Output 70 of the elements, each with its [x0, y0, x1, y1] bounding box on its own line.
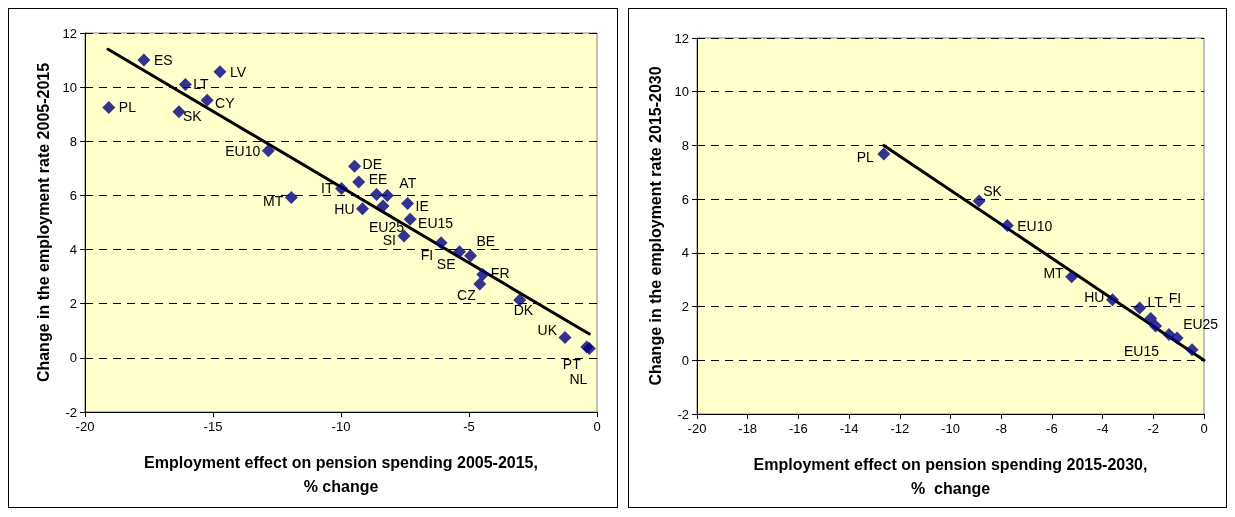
x-tick-label: -20 [75, 419, 95, 434]
y-tick-label: 12 [62, 25, 77, 41]
annotation: SK [983, 183, 1003, 200]
y-tick-label: 4 [69, 242, 77, 258]
annotation: MT [263, 192, 284, 209]
annotation: FI [1168, 290, 1182, 307]
x-tick-label: -4 [1096, 421, 1109, 436]
y-tick-label: -2 [65, 404, 77, 420]
x-tick-label: -10 [941, 421, 960, 436]
x-tick-label: -16 [789, 421, 808, 436]
x-axis-title: Employment effect on pension spending 2005-2015, % change [144, 453, 538, 495]
annotation: FI [420, 246, 434, 263]
annotation: EU25 [368, 218, 405, 235]
x-axis-title: Employment effect on pension spending 2015-2030, % change [753, 455, 1148, 497]
x-tick-label: 0 [593, 419, 601, 434]
y-tick-label: 8 [681, 137, 689, 153]
y-tick-label: 8 [69, 133, 77, 149]
annotation: IE [415, 197, 429, 214]
y-tick-label: 6 [681, 191, 689, 207]
y-tick-label: 10 [62, 79, 77, 95]
annotation: EE [368, 170, 388, 187]
annotation: CY [215, 95, 236, 112]
annotation: EU10 [225, 142, 261, 159]
y-tick-label: 4 [681, 245, 689, 261]
y-axis-title: Change in the employment rate 2005-2015 [34, 62, 52, 383]
annotation: LT [193, 76, 210, 93]
annotation: PT [562, 356, 582, 373]
y-tick-label: 0 [681, 352, 689, 368]
y-tick-label: 10 [674, 84, 689, 100]
x-tick-label: -15 [203, 419, 223, 434]
annotation: HU [334, 200, 355, 217]
annotation: IT [321, 180, 334, 197]
x-tick-label: -14 [839, 421, 859, 436]
y-tick-label: -2 [677, 406, 689, 422]
annotation: SE [436, 255, 456, 272]
annotation: PL [856, 149, 875, 166]
annotation: ES [153, 52, 173, 69]
x-tick-label: -12 [890, 421, 910, 436]
annotation: BE [476, 232, 496, 249]
y-tick-label: 6 [69, 187, 77, 203]
annotation: FR [490, 265, 510, 282]
annotation: AT [399, 175, 417, 192]
annotation: EU15 [1123, 342, 1160, 359]
x-tick-label: -2 [1147, 421, 1160, 436]
x-tick-label: -6 [1046, 421, 1058, 436]
annotation: MT [1043, 264, 1065, 281]
annotation: HU [1084, 288, 1105, 305]
annotation: CZ [457, 286, 477, 303]
annotation: UK [537, 321, 558, 338]
annotation: DE [362, 156, 383, 173]
x-tick-label: -20 [687, 421, 707, 436]
x-tick-label: -18 [738, 421, 758, 436]
annotation: PL [118, 99, 137, 116]
x-tick-label: 0 [1200, 421, 1208, 436]
annotation: SI [382, 232, 396, 249]
annotation: EU10 [1017, 218, 1053, 235]
y-axis-title: Change in the employment rate 2015-2030 [646, 66, 664, 386]
annotation: LV [229, 63, 247, 80]
x-tick-label: -8 [995, 421, 1007, 436]
annotation: SK [182, 107, 203, 124]
annotation: NL [569, 371, 588, 388]
y-tick-label: 12 [674, 30, 689, 46]
annotation: EU15 [418, 215, 454, 232]
x-tick-label: -5 [463, 419, 475, 434]
x-tick-label: -10 [331, 419, 351, 434]
y-tick-label: 2 [69, 296, 77, 312]
y-tick-label: 2 [681, 299, 689, 315]
y-tick-label: 0 [69, 350, 77, 366]
annotation: EU25 [1183, 315, 1219, 332]
annotation: DK [513, 301, 534, 318]
